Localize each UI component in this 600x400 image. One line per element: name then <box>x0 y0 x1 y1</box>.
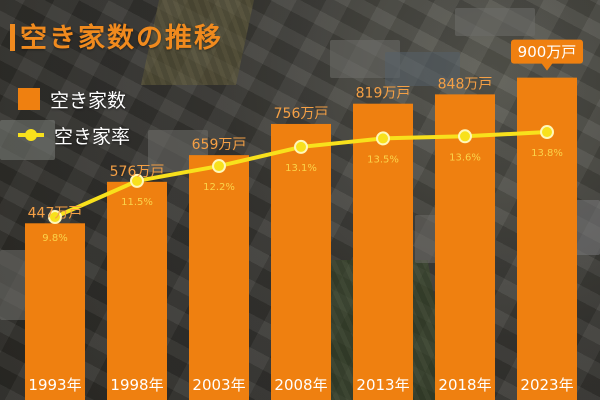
legend-label-vacancy-rate: 空き家率 <box>54 125 131 148</box>
highlight-callout-pointer <box>541 62 553 71</box>
data-label-vacancy-rate: 13.5% <box>367 154 399 165</box>
point-vacancy-rate <box>294 139 308 154</box>
data-label-vacant-houses: 447万戸 <box>28 205 83 221</box>
point-vacancy-rate <box>376 131 390 146</box>
data-label-vacancy-rate: 13.8% <box>531 148 563 159</box>
legend-line-swatch <box>18 122 44 148</box>
legend-label-vacant-houses: 空き家数 <box>50 89 127 112</box>
x-tick-label: 2018年 <box>438 376 491 394</box>
bar-vacant-houses <box>107 181 167 400</box>
x-tick-label: 1998年 <box>110 376 163 394</box>
highlight-callout-box <box>511 39 583 64</box>
x-tick-label: 2003年 <box>192 376 245 394</box>
x-tick-label: 2013年 <box>356 376 409 394</box>
bar-vacant-houses <box>271 123 331 400</box>
point-vacancy-rate <box>212 159 226 174</box>
data-label-vacancy-rate: 13.1% <box>285 163 317 174</box>
point-vacancy-rate <box>540 125 554 140</box>
data-label-vacant-houses: 900万戸 <box>518 43 577 61</box>
point-vacancy-rate <box>458 129 472 144</box>
bar-vacant-houses <box>189 155 249 400</box>
data-label-vacant-houses: 819万戸 <box>356 86 411 102</box>
data-label-vacancy-rate: 13.6% <box>449 152 481 163</box>
background-photo-roof <box>385 52 460 86</box>
data-label-vacant-houses: 848万戸 <box>438 76 493 92</box>
data-label-vacant-houses: 756万戸 <box>274 106 329 122</box>
chart-title: 空き家数の推移 <box>20 23 223 54</box>
legend-bar-swatch <box>18 88 40 110</box>
point-vacancy-rate <box>130 173 144 188</box>
bar-vacant-houses <box>435 94 495 400</box>
data-label-vacant-houses: 576万戸 <box>110 164 165 180</box>
data-label-vacancy-rate: 9.8% <box>42 233 67 244</box>
x-tick-label: 2008年 <box>274 376 327 394</box>
bar-vacant-houses <box>353 103 413 400</box>
background-photo-roof <box>455 8 535 36</box>
x-tick-label: 1993年 <box>28 376 81 394</box>
data-label-vacant-houses: 659万戸 <box>192 137 247 153</box>
x-tick-label: 2023年 <box>520 376 573 394</box>
data-label-vacancy-rate: 12.2% <box>203 182 235 193</box>
bar-vacant-houses <box>25 223 85 400</box>
data-label-vacancy-rate: 11.5% <box>121 197 153 208</box>
legend-item-vacancy-rate: 空き家率 <box>18 122 130 148</box>
legend-item-vacant-houses: 空き家数 <box>18 86 126 112</box>
point-vacancy-rate <box>48 210 62 225</box>
title-accent-bar <box>10 24 15 51</box>
